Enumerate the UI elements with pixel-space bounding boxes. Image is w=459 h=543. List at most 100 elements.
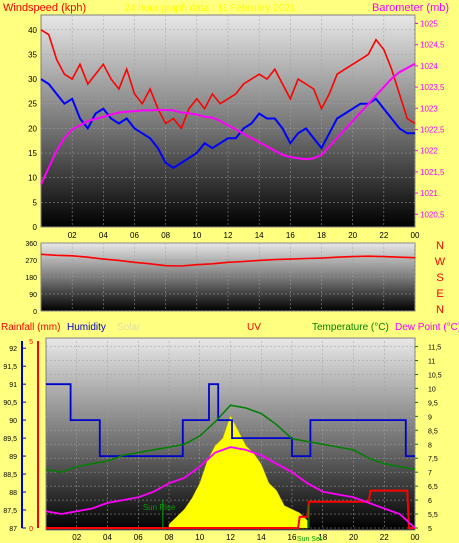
direction-line bbox=[40, 253, 416, 267]
time-tick: 08 bbox=[161, 231, 170, 240]
rainfall-line bbox=[46, 489, 415, 529]
barometer-tick-labels: 1020,5 1021 1021,5 1022 1022,5 1023 1023,5 1024… bbox=[415, 19, 445, 219]
compass-label: W bbox=[435, 256, 446, 268]
sunset-label: Sun Set bbox=[297, 536, 322, 543]
temperature-tick: 6 bbox=[428, 498, 432, 505]
compass-label: N bbox=[436, 304, 444, 316]
temperature-tick: 8,5 bbox=[428, 428, 438, 435]
humidity-tick: 92 bbox=[9, 346, 17, 353]
humidity-tick: 88,5 bbox=[3, 472, 17, 479]
temperature-axis-label: Temperature (°C) bbox=[312, 322, 389, 333]
temperature-tick: 10 bbox=[428, 386, 436, 393]
temperature-tick: 8 bbox=[428, 442, 432, 449]
humidity-tick: 89 bbox=[9, 454, 17, 461]
windspeed-tick: 15 bbox=[28, 149, 37, 158]
wind-gridlines bbox=[41, 15, 416, 228]
direction-tick: 90 bbox=[29, 292, 37, 299]
barometer-tick: 1024 bbox=[420, 62, 438, 71]
time-tick: 16 bbox=[286, 231, 295, 240]
dewpoint-line bbox=[45, 446, 416, 529]
temperature-tick: 7 bbox=[428, 470, 432, 477]
humidity-tick: 88 bbox=[9, 490, 17, 497]
humidity-tick-labels: 87 87,5 88 88,5 89 89,5 90 90,5 91 91,5 92 bbox=[3, 346, 26, 533]
time-tick: 06 bbox=[130, 231, 139, 240]
time-tick: 02 bbox=[72, 533, 81, 542]
direction-tick: 360 bbox=[25, 241, 37, 248]
time-tick: 14 bbox=[255, 231, 264, 240]
barometer-tick: 1023 bbox=[420, 104, 438, 113]
time-tick: 12 bbox=[226, 533, 235, 542]
solar-axis-label: Solar bbox=[117, 322, 141, 333]
time-tick: 10 bbox=[195, 533, 204, 542]
barometer-axis-label: Barometer (mb) bbox=[372, 2, 449, 14]
windspeed-tick: 30 bbox=[28, 75, 37, 84]
temperature-tick: 9,5 bbox=[428, 400, 438, 407]
time-tick: 10 bbox=[192, 231, 201, 240]
time-tick: 12 bbox=[224, 231, 233, 240]
time-tick: 22 bbox=[380, 533, 389, 542]
wind-barometer-chart: Windspeed (kph) 24 hour graph data : 11 … bbox=[3, 2, 449, 240]
windspeed-tick: 25 bbox=[28, 100, 37, 109]
time-tick: 18 bbox=[318, 533, 327, 542]
time-tick: 18 bbox=[317, 231, 326, 240]
humidity-tick: 87 bbox=[9, 526, 17, 533]
climate-series bbox=[45, 383, 416, 529]
humidity-tick: 91 bbox=[9, 382, 17, 389]
temperature-line bbox=[45, 404, 416, 473]
humidity-axis-label: Humidity bbox=[67, 322, 106, 333]
temperature-tick: 11 bbox=[428, 359, 435, 366]
temperature-tick: 7,5 bbox=[428, 456, 438, 463]
time-tick: 20 bbox=[349, 533, 358, 542]
rainfall-tick: 0 bbox=[29, 526, 33, 533]
time-tick: 14 bbox=[257, 533, 266, 542]
time-tick: 08 bbox=[165, 533, 174, 542]
compass-label: N bbox=[436, 240, 444, 252]
average-line bbox=[40, 78, 415, 169]
wind-time-tick-labels: 02 04 06 08 10 12 14 16 18 20 22 00 bbox=[68, 231, 420, 240]
wind-series bbox=[40, 29, 416, 186]
climate-chart: Rainfall (mm) Humidity Solar UV Temperat… bbox=[1, 322, 459, 543]
rainfall-axis-label: Rainfall (mm) bbox=[1, 322, 60, 333]
direction-tick: 180 bbox=[25, 275, 37, 282]
barometer-tick: 1024,5 bbox=[420, 41, 445, 50]
barometer-tick: 1022,5 bbox=[420, 125, 445, 134]
barometer-tick: 1021 bbox=[420, 189, 438, 198]
barometer-tick: 1021,5 bbox=[420, 168, 445, 177]
compass-label: S bbox=[436, 272, 443, 284]
chart-title: 24 hour graph data : 11 February 2021 bbox=[124, 3, 295, 14]
time-tick: 00 bbox=[411, 533, 420, 542]
time-tick: 04 bbox=[103, 533, 112, 542]
time-tick: 16 bbox=[288, 533, 297, 542]
sunrise-label: Sun Rise bbox=[143, 503, 176, 512]
temperature-tick-labels: 5 5,5 6 6,5 7 7,5 8 8,5 9 9,5 10 10,5 11 11,5 bbox=[415, 345, 442, 533]
windspeed-tick: 40 bbox=[28, 26, 37, 35]
barometer-tick: 1025 bbox=[420, 19, 438, 28]
windspeed-tick: 10 bbox=[28, 174, 37, 183]
direction-gridlines bbox=[41, 242, 416, 312]
windspeed-tick: 35 bbox=[28, 50, 37, 59]
direction-tick-labels: 0 90 180 270 360 bbox=[25, 241, 37, 316]
temperature-tick: 9 bbox=[428, 414, 432, 421]
climate-time-tick-labels: 02 04 06 08 10 12 14 16 18 20 22 00 bbox=[72, 533, 420, 542]
humidity-tick: 89,5 bbox=[3, 436, 17, 443]
gust-line bbox=[40, 29, 416, 130]
barometer-tick: 1022 bbox=[420, 147, 438, 156]
barometer-line bbox=[40, 62, 416, 186]
compass-label: E bbox=[436, 288, 443, 300]
windspeed-tick: 5 bbox=[33, 198, 38, 207]
dewpoint-axis-label: Dew Point (°C) bbox=[395, 322, 459, 333]
windspeed-tick-labels: 0 5 10 15 20 25 30 35 40 bbox=[28, 26, 37, 232]
time-tick: 04 bbox=[99, 231, 108, 240]
time-tick: 02 bbox=[68, 231, 77, 240]
time-tick: 06 bbox=[134, 533, 143, 542]
time-tick: 20 bbox=[348, 231, 357, 240]
time-tick: 22 bbox=[379, 231, 388, 240]
rainfall-tick-labels: 05 bbox=[29, 339, 33, 533]
rainfall-tick: 5 bbox=[29, 339, 33, 346]
barometer-tick: 1020,5 bbox=[420, 210, 445, 219]
sun-markers: Sun Rise Sun Set bbox=[143, 500, 322, 543]
humidity-tick: 90 bbox=[9, 418, 17, 425]
